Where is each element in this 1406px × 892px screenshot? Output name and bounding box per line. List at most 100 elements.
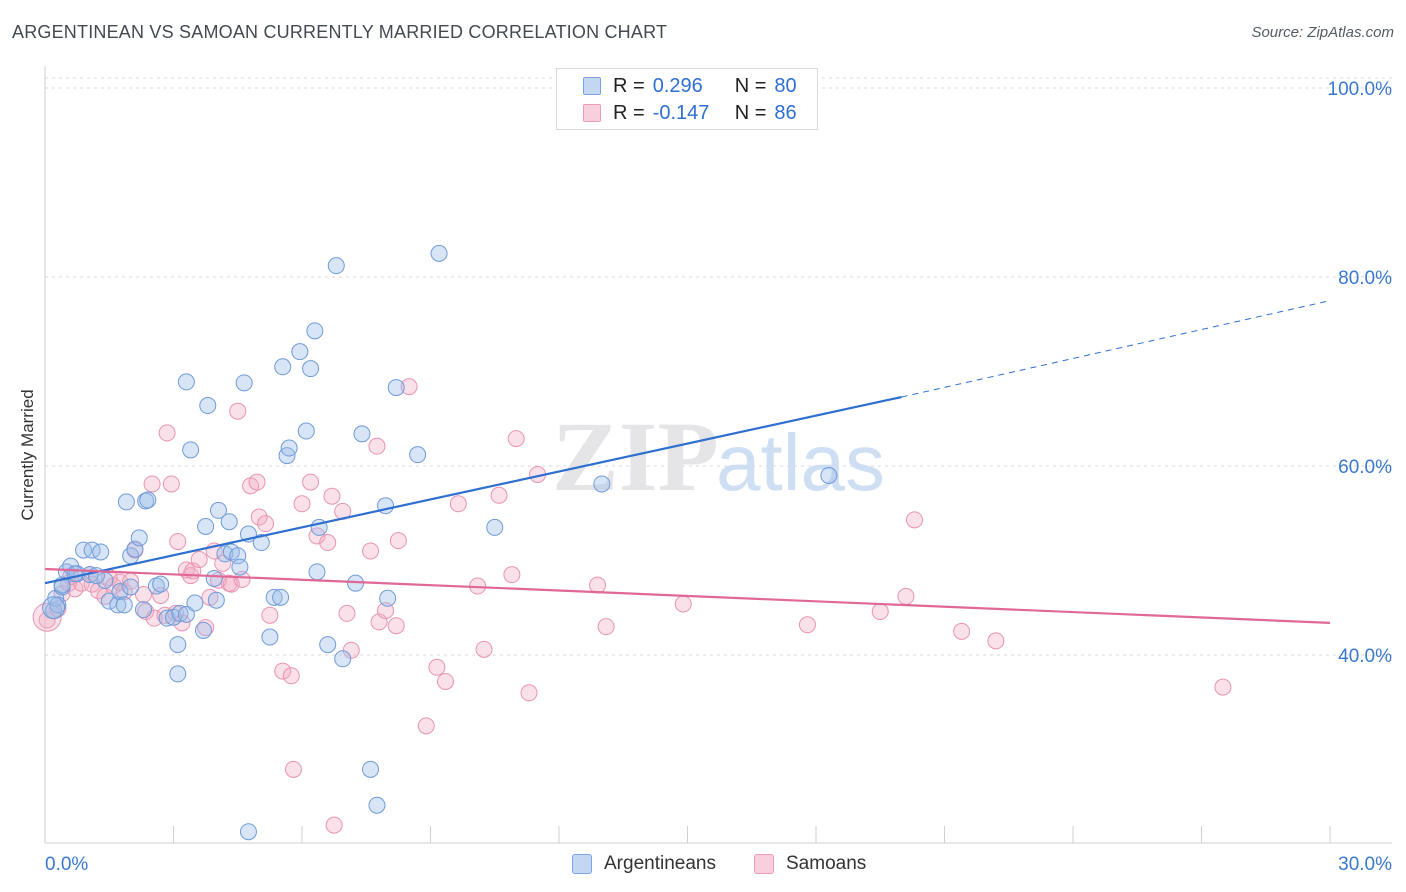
argentinean-point — [194, 621, 212, 639]
argentinean-point — [126, 540, 144, 558]
samoan-point — [520, 684, 538, 702]
legend-n-value: 80 — [774, 74, 797, 97]
argentinean-point — [205, 569, 223, 587]
argentinean-point — [111, 583, 129, 601]
watermark-atlas: atlas — [716, 418, 885, 507]
legend-row-argentineans: R = 0.296 N = 80 — [583, 74, 797, 98]
samoan-trend-line — [44, 567, 1331, 624]
argentinean-point — [135, 601, 153, 619]
argentinean-point — [486, 518, 504, 536]
legend-swatch-pink — [583, 104, 601, 122]
legend-n-label: N = — [734, 101, 767, 124]
argentinean-point — [334, 650, 352, 668]
legend-label-argentineans: Argentineans — [604, 853, 716, 874]
legend-row-samoans: R = -0.147 N = 86 — [583, 101, 797, 125]
argentinean-point — [252, 534, 270, 552]
y-tick-label: 40.0% — [1338, 646, 1392, 667]
argentinean-point — [297, 422, 315, 440]
argentinean-point — [158, 609, 176, 627]
argentinean-point — [216, 545, 234, 563]
correlation-legend: R = 0.296 N = 80 R = -0.147 N = 86 — [556, 68, 818, 130]
samoan-point — [503, 566, 521, 584]
samoan-point — [323, 487, 341, 505]
samoan-point — [342, 641, 360, 659]
argentinean-point — [117, 493, 135, 511]
samoan-point — [248, 473, 266, 491]
argentinean-point — [109, 596, 127, 614]
y-axis-label: Currently Married — [18, 389, 37, 521]
argentinean-point — [820, 466, 838, 484]
argentinean-point — [83, 541, 101, 559]
argentinean-point — [239, 823, 257, 841]
legend-item-argentineans: Argentineans — [572, 852, 716, 876]
samoan-point — [319, 534, 337, 552]
argentinean-point — [409, 446, 427, 464]
samoan-point — [284, 760, 302, 778]
y-tick-label: 100.0% — [1328, 79, 1393, 100]
argentinean-point — [308, 563, 326, 581]
argentinean-point — [75, 541, 93, 559]
legend-r-value: 0.296 — [652, 74, 703, 97]
legend-swatch-argentineans — [572, 854, 592, 874]
argentinean-point — [177, 605, 195, 623]
samoan-point — [475, 640, 493, 658]
argentinean-point — [147, 577, 165, 595]
argentinean-point — [265, 588, 283, 606]
samoan-point — [158, 424, 176, 442]
legend-r-label: R = — [613, 74, 645, 97]
samoan-point — [1214, 678, 1232, 696]
samoan-point — [368, 437, 386, 455]
legend-r-label: R = — [613, 101, 645, 124]
argentinean-point — [209, 501, 227, 519]
argentinean-point — [92, 543, 110, 561]
samoan-point — [589, 576, 607, 594]
samoan-point — [282, 667, 300, 685]
argentinean-point — [122, 578, 140, 596]
argentinean-point — [207, 591, 225, 609]
argentinean-point — [171, 604, 189, 622]
samoan-point — [436, 672, 454, 690]
samoan-point — [338, 604, 356, 622]
argentinean-point — [327, 257, 345, 275]
legend-swatch-blue — [583, 77, 601, 95]
argentinean-point — [291, 343, 309, 361]
samoan-point — [400, 378, 418, 396]
argentinean-trend-extension — [901, 300, 1331, 398]
argentinean-point — [130, 529, 148, 547]
argentinean-point — [274, 358, 292, 376]
samoan-point — [798, 616, 816, 634]
samoan-point — [428, 658, 446, 676]
samoan-point — [387, 617, 405, 635]
samoan-point — [66, 580, 84, 598]
argentinean-point — [387, 379, 405, 397]
samoan-point — [274, 662, 292, 680]
argentinean-point — [280, 439, 298, 457]
argentinean-point — [186, 594, 204, 612]
samoan-point — [293, 495, 311, 513]
y-tick-label: 60.0% — [1338, 457, 1392, 478]
argentinean-point — [272, 588, 290, 606]
samoan-point — [507, 430, 525, 448]
legend-n-value: 86 — [774, 101, 797, 124]
samoan-point — [143, 475, 161, 493]
argentinean-point — [182, 441, 200, 459]
argentinean-point — [42, 596, 66, 620]
argentinean-point — [430, 244, 448, 262]
argentinean-point — [66, 565, 84, 583]
samoan-point — [257, 515, 275, 533]
argentinean-point — [177, 373, 195, 391]
legend-swatch-samoans — [754, 854, 774, 874]
legend-r-value: -0.147 — [652, 101, 710, 124]
samoan-point — [261, 606, 279, 624]
samoan-point — [135, 586, 153, 604]
samoan-point — [987, 632, 1005, 650]
samoan-point — [449, 495, 467, 513]
samoan-point — [674, 595, 692, 613]
samoan-point — [597, 618, 615, 636]
source-label: Source: ZipAtlas.com — [1251, 24, 1394, 41]
argentinean-point — [220, 513, 238, 531]
legend-item-samoans: Samoans — [754, 852, 866, 876]
samoan-point — [250, 508, 268, 526]
argentinean-point — [199, 397, 217, 415]
